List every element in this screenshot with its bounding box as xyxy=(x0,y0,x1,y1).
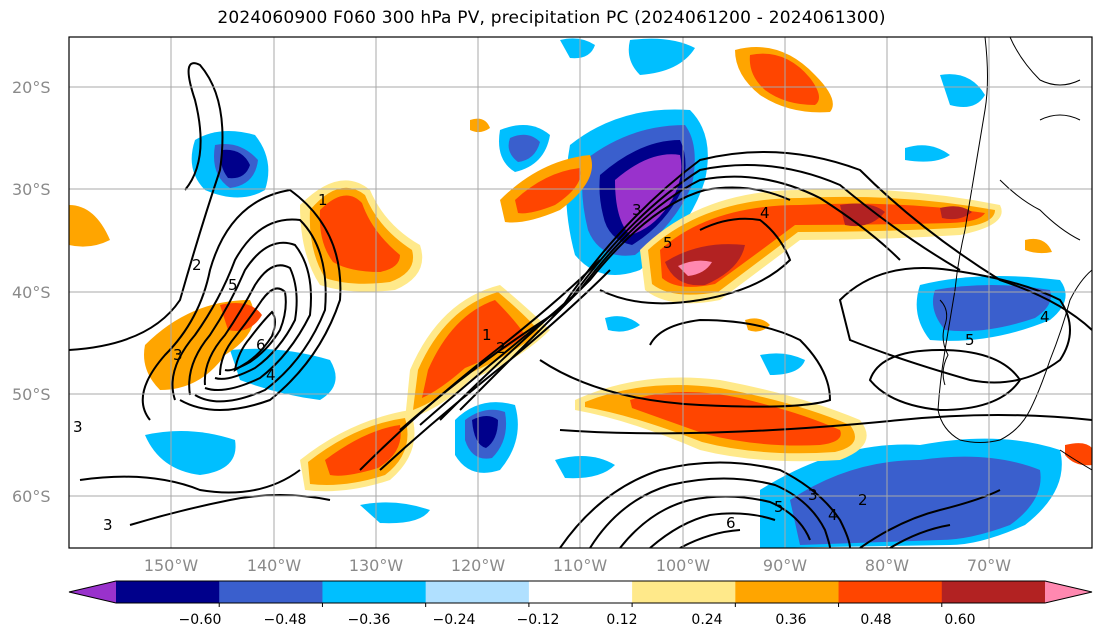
colorbar-tick-label: −0.36 xyxy=(348,612,391,628)
precip-blob xyxy=(932,285,1051,332)
precip-blob xyxy=(555,456,615,479)
colorbar-extend-max xyxy=(1045,581,1092,603)
contour-label: 3 xyxy=(73,418,83,436)
contour-label: 4 xyxy=(266,366,276,384)
colorbar-tick-label: −0.12 xyxy=(517,612,560,628)
colorbar-segment xyxy=(632,581,736,603)
precip-blob xyxy=(615,154,682,235)
contour-label: 5 xyxy=(965,331,975,349)
contour-label: 6 xyxy=(256,336,266,354)
colorbar-tick-label: 0.12 xyxy=(606,612,637,628)
lon-label: 110°W xyxy=(553,556,608,575)
pv-contours xyxy=(69,62,1092,548)
colorbar xyxy=(68,580,1093,607)
colorbar-tick-label: 0.60 xyxy=(944,612,975,628)
precip-blob xyxy=(145,431,236,475)
map-title: 2024060900 F060 300 hPa PV, precipitatio… xyxy=(217,8,886,28)
precip-blob xyxy=(220,149,250,179)
colorbar-tick-label: −0.48 xyxy=(264,612,307,628)
colorbar-segment xyxy=(322,581,427,603)
longitude-labels: 150°W 140°W 130°W 120°W 110°W 100°W 90°W… xyxy=(144,556,1011,575)
lat-label: 20°S xyxy=(12,78,51,97)
precip-blob xyxy=(660,203,985,287)
precip-blob xyxy=(470,118,490,133)
colorbar-segment xyxy=(425,581,530,603)
precip-blob xyxy=(790,456,1041,545)
precip-blob xyxy=(325,425,401,476)
latitude-labels: 20°S 30°S 40°S 50°S 60°S xyxy=(12,78,51,506)
contour-label: 5 xyxy=(663,234,673,252)
lon-label: 150°W xyxy=(144,556,199,575)
contour-label: 4 xyxy=(828,506,838,524)
contour-label: 3 xyxy=(173,346,183,364)
precip-blob xyxy=(678,260,712,276)
lon-label: 130°W xyxy=(349,556,404,575)
precip-blob xyxy=(628,38,695,75)
colorbar-tick-label: 0.24 xyxy=(691,612,722,628)
contour-label: 2 xyxy=(496,339,506,357)
contour-label: 5 xyxy=(774,498,784,516)
precip-blob xyxy=(840,203,885,227)
lon-label: 90°W xyxy=(763,556,807,575)
lon-label: 120°W xyxy=(451,556,506,575)
lat-label: 50°S xyxy=(12,385,51,404)
colorbar-outline xyxy=(68,580,1093,604)
contour-labels: 1 2 3 4 5 6 3 4 5 3 1 2 4 2 3 4 5 6 5 3 xyxy=(73,191,1050,534)
colorbar-segment xyxy=(116,581,220,603)
precip-blob xyxy=(560,38,595,59)
contour-label: 4 xyxy=(1040,308,1050,326)
precip-blob xyxy=(422,300,525,398)
lat-label: 30°S xyxy=(12,180,51,199)
colorbar-extend-min xyxy=(69,581,116,603)
lon-label: 80°W xyxy=(865,556,909,575)
precip-blob xyxy=(940,206,972,220)
precip-blob xyxy=(1025,238,1052,254)
precip-blob xyxy=(515,168,581,214)
map-frame xyxy=(68,36,1093,549)
coastline xyxy=(937,37,1092,471)
colorbar-segment xyxy=(941,581,1046,603)
colorbar-segment xyxy=(528,581,633,603)
contour-label: 4 xyxy=(760,204,770,222)
precip-blob xyxy=(605,316,640,332)
contour-label: 1 xyxy=(482,326,492,344)
colorbar-segment xyxy=(735,581,840,603)
precip-blob xyxy=(1065,443,1092,466)
colorbar-tick-label: −0.24 xyxy=(433,612,476,628)
precip-blob xyxy=(905,145,950,162)
contour-label: 5 xyxy=(228,276,238,294)
colorbar-segment xyxy=(219,581,323,603)
precip-blob xyxy=(360,502,430,524)
precip-blob xyxy=(220,302,262,331)
precip-blob xyxy=(69,205,110,247)
lon-label: 100°W xyxy=(656,556,711,575)
colorbar-segment xyxy=(838,581,943,603)
colorbar-tick-label: 0.48 xyxy=(860,612,891,628)
precip-blob xyxy=(749,53,819,105)
lon-label: 140°W xyxy=(247,556,302,575)
lat-label: 60°S xyxy=(12,487,51,506)
lon-label: 70°W xyxy=(967,556,1011,575)
precip-blob xyxy=(760,353,805,375)
colorbar-tick-label: −0.60 xyxy=(179,612,222,628)
precip-blob xyxy=(319,195,400,272)
contour-label: 3 xyxy=(808,486,818,504)
precip-blob xyxy=(940,74,985,108)
precip-blob xyxy=(508,134,540,162)
contour-label: 1 xyxy=(318,191,328,209)
contour-label: 2 xyxy=(192,256,202,274)
contour-label: 6 xyxy=(726,514,736,532)
contour-label: 2 xyxy=(858,491,868,509)
gridlines xyxy=(69,37,1092,548)
lat-label: 40°S xyxy=(12,283,51,302)
colorbar-tick-label: 0.36 xyxy=(775,612,806,628)
contour-label: 3 xyxy=(103,516,113,534)
contour-label: 3 xyxy=(632,201,642,219)
colorbar-labels: −0.60 −0.48 −0.36 −0.24 −0.12 0.12 0.24 … xyxy=(179,612,976,628)
